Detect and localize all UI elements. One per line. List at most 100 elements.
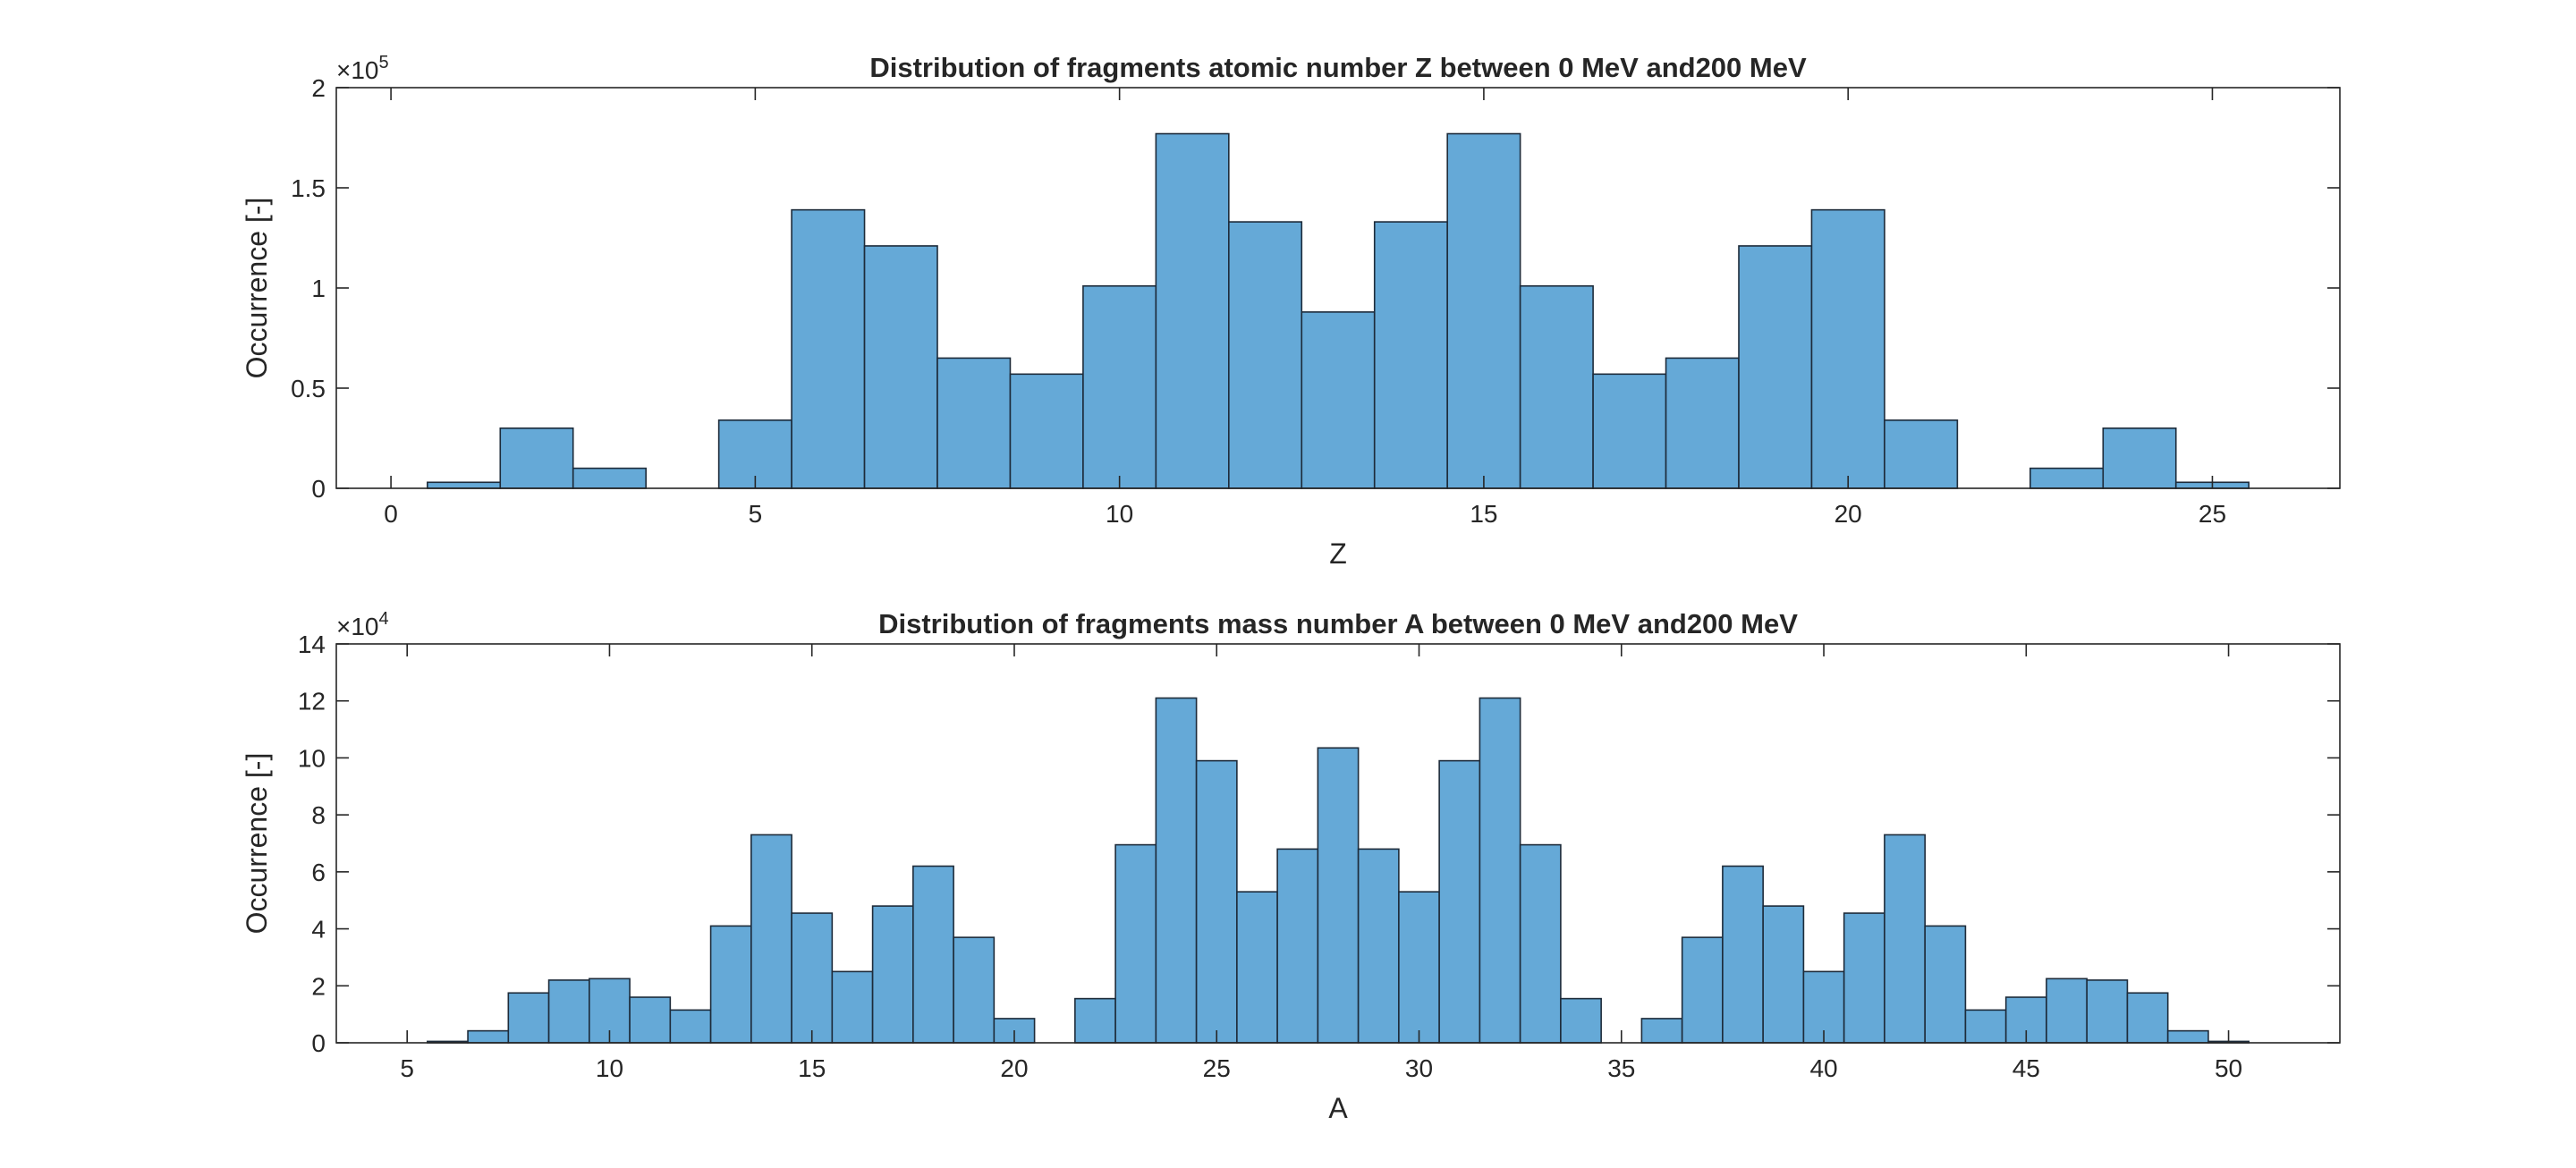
bar: [507, 992, 550, 1044]
x-tick-label: 10: [1106, 500, 1133, 528]
bar: [1155, 697, 1198, 1044]
a-distribution-chart: Distribution of fragments mass number A …: [241, 608, 2341, 1124]
bar: [1810, 208, 1885, 489]
bar: [912, 865, 954, 1044]
y-tick-label: 1: [311, 275, 326, 302]
x-tick-label: 20: [1000, 1054, 1028, 1082]
bar: [1722, 865, 1764, 1044]
bar: [1884, 419, 1959, 489]
y-tick-label: 0: [311, 475, 326, 503]
bar: [1373, 221, 1448, 489]
bar: [709, 925, 752, 1044]
bar: [1592, 373, 1667, 489]
bar: [791, 912, 834, 1044]
bar: [863, 245, 938, 489]
x-tick-label: 30: [1405, 1054, 1433, 1082]
bar: [427, 481, 502, 489]
bar: [1236, 891, 1278, 1044]
bar: [1276, 848, 1319, 1044]
y-axis-exponent-power: 4: [379, 609, 389, 629]
y-axis-exponent: ×104: [336, 609, 389, 640]
x-tick-label: 15: [1470, 500, 1497, 528]
x-tick-label: 10: [596, 1054, 623, 1082]
y-axis-exponent-base: ×10: [336, 56, 379, 84]
x-axis-label: Z: [1329, 537, 1347, 570]
chart-title: Distribution of fragments mass number A …: [878, 608, 1798, 639]
bar: [936, 357, 1012, 489]
bar: [1519, 284, 1594, 489]
y-tick-label: 12: [298, 688, 326, 715]
bar: [831, 970, 874, 1044]
bar: [2126, 992, 2169, 1044]
z-distribution-chart: Distribution of fragments atomic number …: [241, 52, 2341, 570]
x-axis-ticks: 0 5 10 15 20 25: [384, 88, 2226, 528]
x-axis-ticks: 5 10 15 20 25 30 35 40 45 50: [400, 644, 2242, 1082]
bar: [1195, 759, 1238, 1044]
bar: [1114, 843, 1157, 1044]
bar-series: [427, 132, 2250, 489]
bar: [1681, 936, 1724, 1044]
bar: [1438, 759, 1481, 1044]
x-tick-label: 50: [2215, 1054, 2242, 1082]
bar: [1398, 891, 1440, 1044]
y-tick-label: 2: [311, 74, 326, 102]
bar: [2102, 427, 2177, 489]
y-tick-label: 6: [311, 859, 326, 886]
bar: [871, 905, 914, 1044]
bar: [629, 996, 672, 1044]
x-tick-label: 45: [2012, 1054, 2040, 1082]
bar: [1357, 848, 1400, 1044]
bar: [1738, 245, 1813, 489]
bar: [750, 834, 792, 1044]
y-axis-exponent-power: 5: [379, 53, 389, 72]
bar: [1009, 373, 1084, 489]
bar: [1228, 221, 1303, 489]
bar: [2046, 978, 2088, 1044]
y-tick-label: 0.5: [291, 375, 326, 402]
bar: [2086, 979, 2129, 1044]
bar: [1762, 905, 1805, 1044]
bar: [1843, 912, 1885, 1044]
bar: [1317, 747, 1360, 1044]
x-tick-label: 0: [384, 500, 398, 528]
y-tick-label: 1.5: [291, 174, 326, 202]
y-axis-exponent-base: ×10: [336, 613, 379, 640]
x-tick-label: 20: [1835, 500, 1862, 528]
bar: [1964, 1009, 2007, 1044]
bar: [467, 1029, 510, 1044]
bar: [1884, 834, 1926, 1044]
bar: [1479, 697, 1521, 1044]
y-tick-label: 2: [311, 972, 326, 1000]
x-tick-label: 25: [2199, 500, 2226, 528]
x-tick-label: 5: [749, 500, 763, 528]
bar: [1301, 311, 1376, 489]
bar: [1640, 1018, 1683, 1044]
bar: [2029, 467, 2105, 489]
bar: [1074, 997, 1116, 1044]
y-tick-label: 10: [298, 744, 326, 772]
bar: [499, 427, 574, 489]
bar: [547, 979, 590, 1044]
y-tick-label: 8: [311, 801, 326, 829]
y-axis-ticks: 0 0.5 1 1.5 2: [291, 74, 2340, 503]
bar: [953, 936, 996, 1044]
bar: [1446, 132, 1521, 489]
y-tick-label: 4: [311, 916, 326, 944]
x-tick-label: 5: [400, 1054, 414, 1082]
y-tick-label: 0: [311, 1029, 326, 1057]
bar-series: [427, 697, 2250, 1044]
bar: [1155, 132, 1230, 489]
bar: [572, 467, 647, 489]
x-tick-label: 40: [1809, 1054, 1837, 1082]
bar: [1560, 997, 1602, 1044]
bar: [1519, 843, 1562, 1044]
bar: [1924, 925, 1967, 1044]
y-axis-exponent: ×105: [336, 53, 389, 84]
bar: [2166, 1029, 2209, 1044]
y-axis-label: Occurrence [-]: [241, 753, 273, 935]
bar: [1082, 284, 1157, 489]
bar: [1665, 357, 1740, 489]
bar: [669, 1009, 712, 1044]
y-tick-label: 14: [298, 631, 326, 658]
